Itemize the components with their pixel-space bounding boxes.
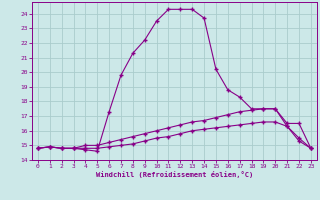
X-axis label: Windchill (Refroidissement éolien,°C): Windchill (Refroidissement éolien,°C) xyxy=(96,171,253,178)
